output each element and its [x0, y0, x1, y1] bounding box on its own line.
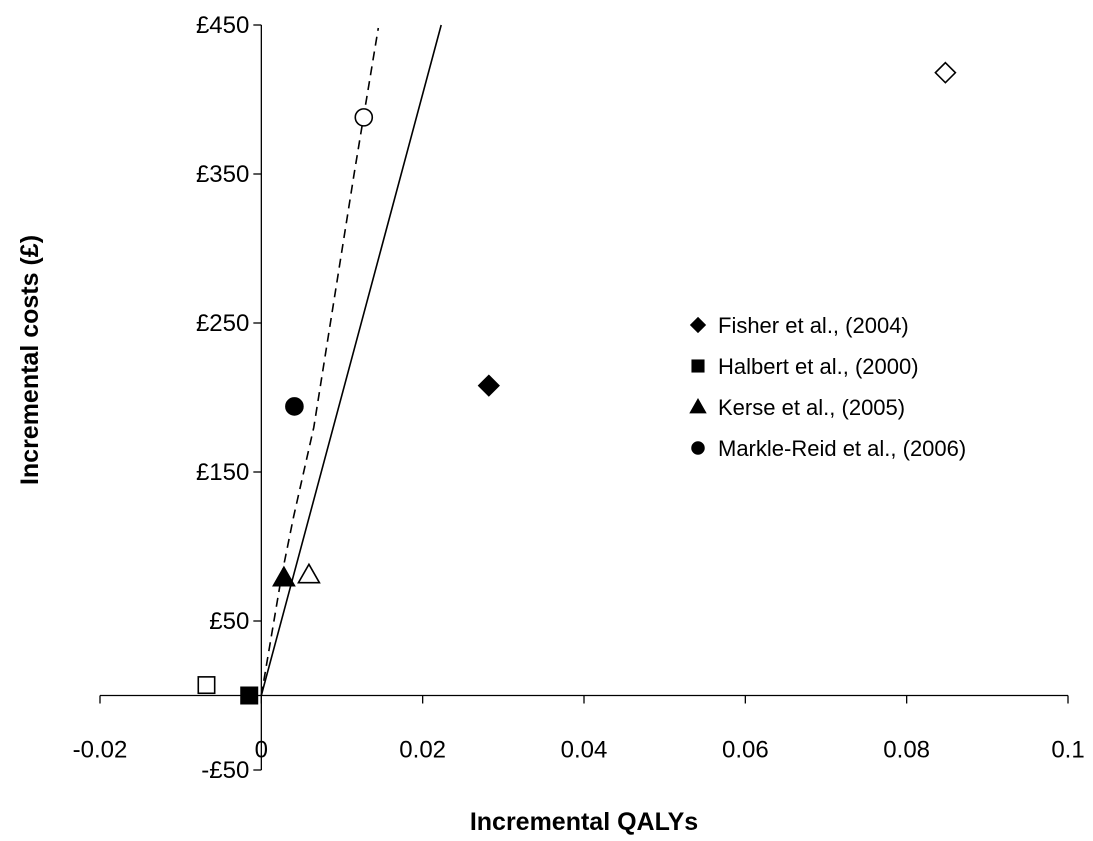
diamond-point-filled	[477, 374, 500, 397]
square-point-open	[197, 676, 216, 695]
legend-label: Fisher et al., (2004)	[718, 313, 909, 338]
legend-label: Markle-Reid et al., (2006)	[718, 436, 966, 461]
axes: -0.02 0 0.02 0.04 0.06 0.08 0.1 £450 £350 £250 £15…	[73, 12, 1085, 784]
x-tick-label: 0.02	[399, 737, 446, 764]
dashed-threshold-line	[260, 27, 380, 696]
triangle-point-open	[297, 562, 321, 584]
diamond-point-open	[934, 61, 957, 84]
y-tick-label: £150	[196, 459, 249, 486]
legend-square-icon	[691, 359, 705, 373]
y-tick-label: £50	[209, 608, 249, 635]
x-tick-label: 0.08	[883, 737, 930, 764]
x-tick-label: -0.02	[73, 737, 128, 764]
legend-label: Halbert et al., (2000)	[718, 354, 919, 379]
legend: Fisher et al., (2004) Halbert et al., (20…	[689, 313, 966, 461]
data-points	[197, 61, 957, 705]
x-tick-label: 0	[255, 737, 268, 764]
circle-point-open	[354, 108, 374, 127]
triangle-point-filled	[272, 565, 296, 587]
y-tick-label: £450	[196, 12, 249, 39]
y-axis-title: Incremental costs (£)	[16, 235, 44, 485]
legend-diamond-icon	[689, 316, 707, 334]
square-point-filled	[240, 686, 259, 705]
y-tick-label: £250	[196, 310, 249, 337]
legend-label: Kerse et al., (2005)	[718, 395, 905, 420]
legend-circle-icon	[691, 441, 705, 455]
circle-point-filled	[285, 397, 304, 416]
x-tick-label: 0.04	[561, 737, 608, 764]
solid-threshold-line	[260, 24, 442, 696]
legend-triangle-icon	[689, 398, 707, 414]
y-tick-label: -£50	[201, 757, 249, 784]
y-tick-label: £350	[196, 161, 249, 188]
x-tick-label: 0.06	[722, 737, 769, 764]
threshold-lines	[260, 24, 442, 696]
x-axis-title: Incremental QALYs	[470, 808, 698, 836]
x-tick-label: 0.1	[1051, 737, 1084, 764]
